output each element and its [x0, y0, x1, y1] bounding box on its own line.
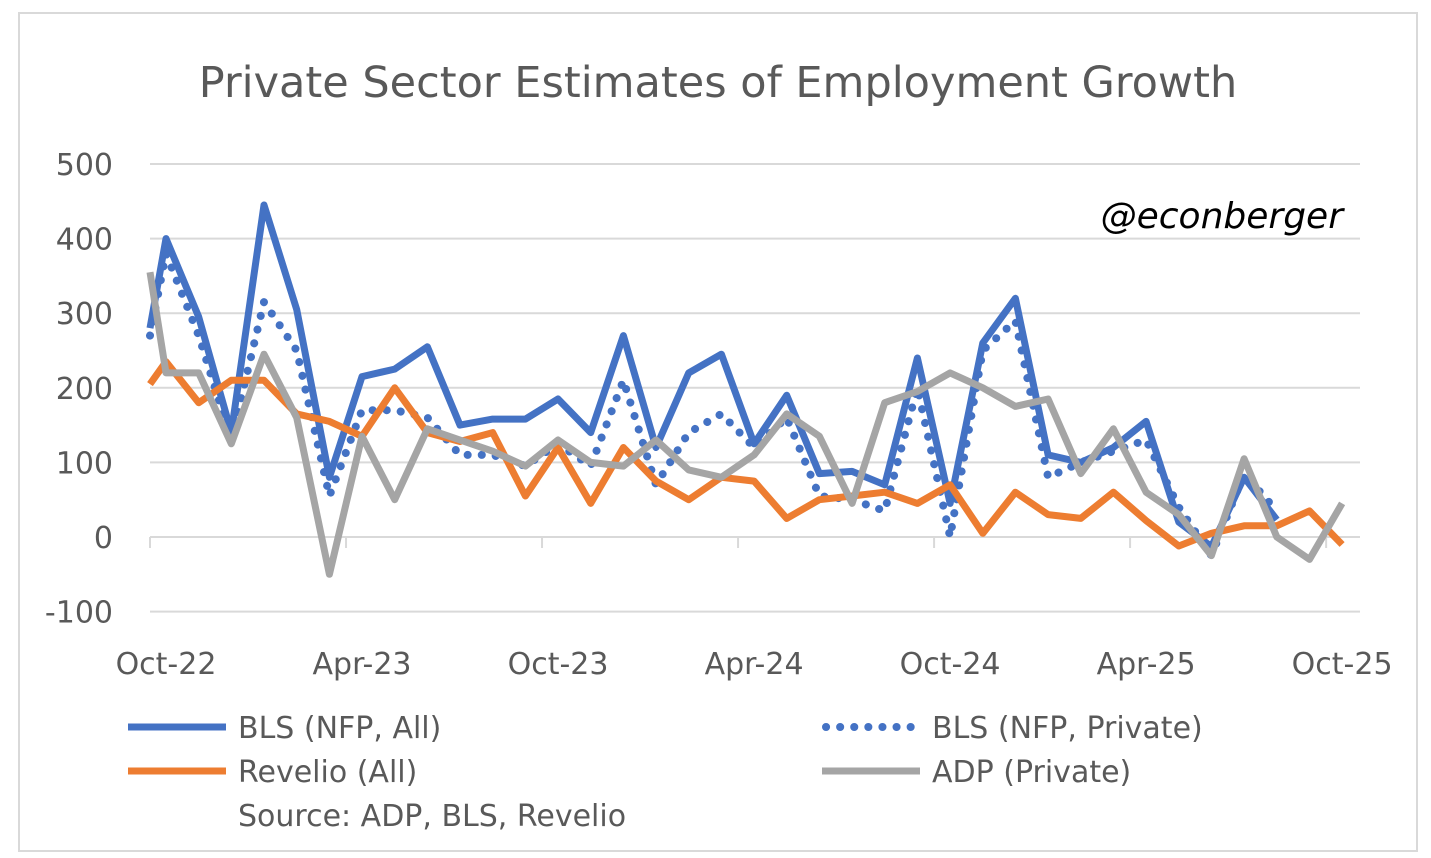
watermark: @econberger — [1101, 196, 1346, 237]
y-tick-label: 300 — [56, 297, 113, 332]
y-tick-label: 0 — [94, 521, 113, 556]
y-axis: 500 400 300 200 100 0 -100 — [45, 148, 113, 631]
source-note: Source: ADP, BLS, Revelio — [238, 799, 626, 834]
series-line-revelio-all — [147, 358, 1345, 550]
series-lines — [146, 201, 1346, 578]
chart-title: Private Sector Estimates of Employment G… — [199, 58, 1237, 108]
x-tick-label: Oct-25 — [1292, 647, 1393, 682]
y-tick-label: 100 — [56, 446, 113, 481]
x-tick-label: Oct-22 — [116, 647, 217, 682]
x-axis: Oct-22 Apr-23 Oct-23 Apr-24 Oct-24 Apr-25 Oct-… — [116, 537, 1393, 682]
x-tick-label: Oct-23 — [508, 647, 609, 682]
legend-label: ADP (Private) — [932, 755, 1131, 790]
series-line-adp-private — [146, 271, 1346, 578]
chart-frame — [18, 12, 1418, 852]
legend-label: Revelio (All) — [238, 755, 417, 790]
legend: BLS (NFP, All) BLS (NFP, Private) Revelio … — [128, 711, 1203, 790]
x-tick-label: Apr-25 — [1097, 647, 1196, 682]
y-tick-label: 500 — [56, 148, 113, 183]
y-tick-label: 200 — [56, 372, 113, 407]
x-tick-label: Apr-24 — [705, 647, 804, 682]
x-tick-label: Apr-23 — [313, 647, 412, 682]
legend-label: BLS (NFP, All) — [238, 711, 441, 746]
gridlines — [150, 163, 1360, 613]
legend-label: BLS (NFP, Private) — [932, 711, 1203, 746]
y-tick-label: 400 — [56, 223, 113, 258]
x-tick-label: Oct-24 — [900, 647, 1001, 682]
y-tick-label: -100 — [45, 596, 113, 631]
